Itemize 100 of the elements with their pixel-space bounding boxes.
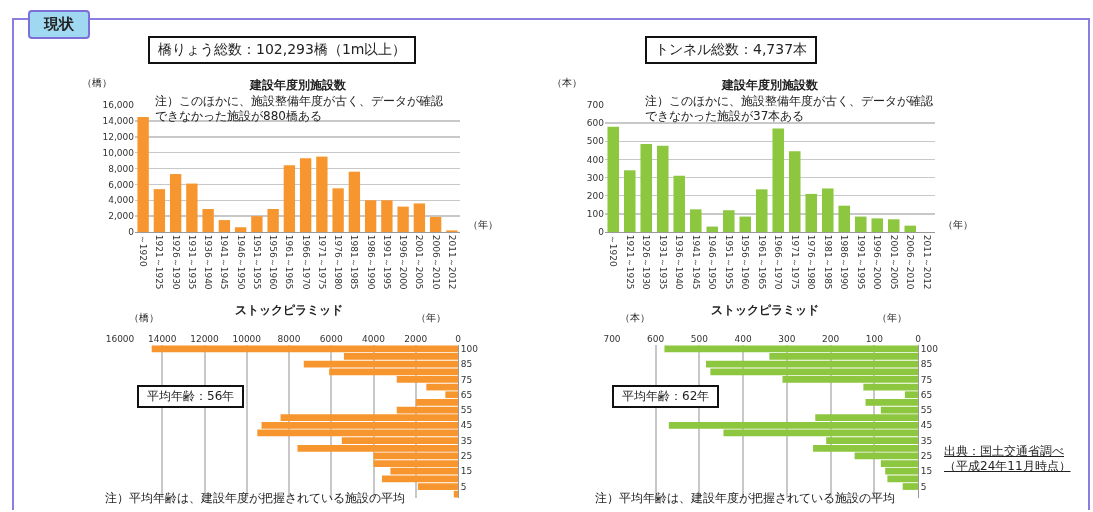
- y-tick-label: 55: [460, 405, 473, 416]
- bar: [821, 188, 834, 232]
- x-axis-title: （年）: [943, 219, 973, 230]
- chart-title: ストックピラミッド: [235, 303, 343, 318]
- y-tick-label: 300: [586, 172, 605, 183]
- x-tick-label: 1976～1980: [333, 234, 344, 290]
- x-tick-label: 14000: [147, 334, 177, 345]
- bar: [656, 145, 669, 232]
- x-tick-label: 2011～2012: [446, 234, 457, 290]
- x-tick-label: 12000: [190, 334, 220, 345]
- x-tick-label: 1921～1925: [624, 234, 635, 290]
- bar: [739, 216, 752, 232]
- bar: [348, 171, 361, 232]
- y-axis-title: （年）: [416, 312, 446, 323]
- bar: [299, 158, 312, 232]
- bar: [689, 209, 702, 232]
- x-tick-label: 1956～1960: [268, 234, 279, 290]
- x-tick-label: 1981～1985: [349, 234, 360, 290]
- y-tick-label: 100: [460, 343, 479, 354]
- x-tick-label: 1956～1960: [740, 234, 751, 290]
- x-tick-label: 2006～2010: [905, 234, 916, 290]
- y-tick-label: 14,000: [102, 116, 135, 127]
- x-tick-label: 1941～1945: [690, 234, 701, 290]
- y-tick-label: 0: [598, 227, 605, 238]
- y-tick-label: 4,000: [108, 195, 135, 206]
- x-tick-label: 600: [647, 334, 665, 345]
- x-tick-label: 1996～2000: [398, 234, 409, 290]
- bar: [283, 165, 296, 232]
- y-tick-label: 85: [460, 359, 473, 370]
- y-tick-label: 65: [460, 389, 473, 400]
- x-tick-label: 16000: [105, 334, 135, 345]
- annotation: 注）平均年齢は、建設年度が把握されている施設の平均: [595, 491, 896, 506]
- x-tick-label: 1926～1930: [170, 234, 181, 290]
- y-tick-label: 2,000: [108, 211, 135, 222]
- y-tick-label: 6,000: [108, 179, 135, 190]
- x-tick-label: 2011～2012: [921, 234, 932, 290]
- x-tick-label: 4000: [362, 334, 386, 345]
- bar: [805, 193, 818, 232]
- text-frame: 現状: [28, 10, 90, 39]
- y-tick-label: 15: [920, 466, 933, 477]
- bar: [887, 219, 900, 232]
- x-tick-label: 1966～1970: [773, 234, 784, 290]
- x-tick-label: 8000: [277, 334, 301, 345]
- bar: [673, 175, 686, 232]
- y-tick-label: 0: [128, 227, 135, 238]
- x-tick-label: 1936～1940: [674, 234, 685, 290]
- y-axis-title: （年）: [877, 312, 907, 323]
- x-tick-label: 10000: [232, 334, 262, 345]
- bar: [788, 151, 801, 232]
- x-axis-title: （本）: [620, 312, 650, 323]
- bar: [316, 156, 328, 232]
- bar: [137, 116, 149, 232]
- y-tick-label: 400: [586, 154, 605, 165]
- x-tick-label: 100: [865, 334, 884, 345]
- x-tick-label: 500: [690, 334, 709, 345]
- x-axis-title: （橋）: [129, 312, 159, 323]
- bar: [755, 189, 768, 232]
- y-tick-label: 100: [586, 209, 605, 220]
- x-tick-label: 1936～1940: [203, 234, 214, 290]
- bar: [854, 216, 867, 232]
- x-tick-label: 1981～1985: [822, 234, 833, 290]
- y-tick-label: 500: [586, 136, 605, 147]
- bar: [218, 220, 231, 232]
- text-frame: 平均年齢：56年: [137, 385, 245, 408]
- x-tick-label: 1986～1990: [839, 234, 850, 290]
- x-axis-title: （年）: [468, 219, 498, 230]
- bar: [706, 226, 719, 232]
- x-tick-label: 1921～1925: [154, 234, 165, 290]
- bar: [332, 188, 344, 232]
- x-tick-label: 1986～1990: [365, 234, 376, 290]
- x-tick-label: 2000: [404, 334, 428, 345]
- bar: [397, 206, 409, 232]
- bar: [234, 227, 247, 232]
- x-tick-label: 1971～1975: [789, 234, 800, 290]
- y-axis-title: （橋）: [82, 77, 112, 88]
- x-tick-label: 700: [603, 334, 621, 345]
- bar: [623, 170, 636, 232]
- x-tick-label: 1951～1955: [251, 234, 262, 290]
- y-tick-label: 100: [920, 343, 939, 354]
- bar: [153, 189, 166, 232]
- bar: [772, 128, 785, 232]
- x-tick-label: 1961～1965: [756, 234, 767, 290]
- y-tick-label: 15: [460, 466, 473, 477]
- text-frame: 平均年齢：62年: [612, 385, 720, 408]
- bar: [722, 210, 735, 232]
- y-tick-label: 45: [460, 420, 473, 431]
- y-tick-label: 10,000: [102, 147, 135, 158]
- x-tick-label: 1951～1955: [723, 234, 734, 290]
- bar: [904, 225, 917, 232]
- x-tick-label: 1996～2000: [872, 234, 883, 290]
- y-tick-label: 35: [920, 435, 933, 446]
- bar: [251, 216, 263, 232]
- x-tick-label: 1931～1935: [657, 234, 668, 290]
- x-tick-label: 1991～1995: [381, 234, 392, 290]
- x-tick-label: 1946～1950: [707, 234, 718, 290]
- bar: [169, 174, 182, 232]
- y-tick-label: 600: [586, 118, 605, 129]
- chart-title: ストックピラミッド: [711, 303, 819, 318]
- y-tick-label: 5: [460, 481, 467, 492]
- x-tick-label: 2001～2005: [888, 234, 899, 290]
